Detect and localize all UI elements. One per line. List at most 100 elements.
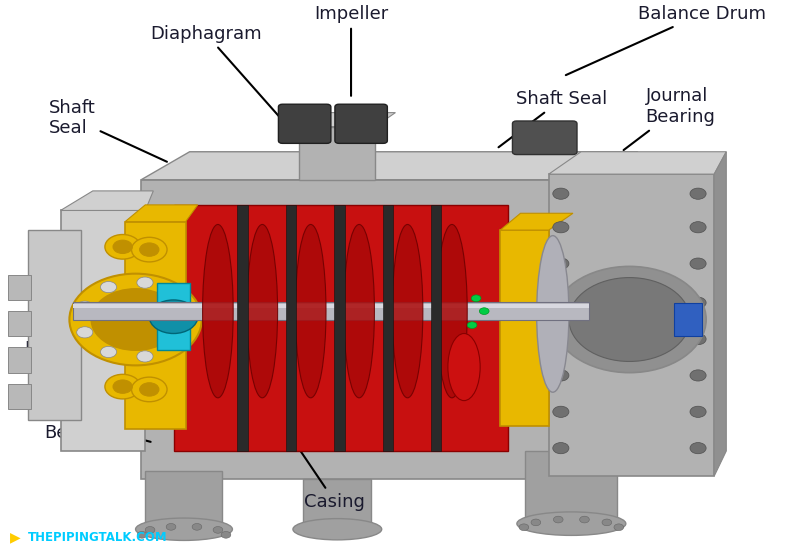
- Circle shape: [569, 278, 690, 361]
- Ellipse shape: [516, 512, 625, 535]
- Polygon shape: [589, 152, 638, 479]
- Text: Balance Drum: Balance Drum: [566, 5, 766, 75]
- Polygon shape: [549, 152, 726, 174]
- FancyBboxPatch shape: [61, 211, 145, 451]
- FancyBboxPatch shape: [28, 230, 81, 420]
- Circle shape: [137, 277, 153, 288]
- Circle shape: [479, 308, 489, 315]
- Text: ▶: ▶: [10, 530, 20, 544]
- Polygon shape: [125, 205, 198, 222]
- Circle shape: [690, 370, 706, 381]
- FancyBboxPatch shape: [157, 283, 190, 351]
- Ellipse shape: [247, 225, 278, 398]
- FancyBboxPatch shape: [278, 104, 331, 143]
- Circle shape: [602, 519, 612, 526]
- FancyBboxPatch shape: [303, 479, 371, 529]
- Circle shape: [690, 442, 706, 454]
- Circle shape: [471, 295, 481, 302]
- FancyBboxPatch shape: [8, 275, 31, 300]
- Text: Casing: Casing: [300, 450, 366, 511]
- FancyBboxPatch shape: [73, 302, 589, 320]
- Circle shape: [113, 240, 132, 254]
- FancyBboxPatch shape: [299, 127, 375, 180]
- Circle shape: [137, 351, 153, 362]
- Ellipse shape: [203, 225, 233, 398]
- Circle shape: [531, 519, 541, 526]
- FancyBboxPatch shape: [174, 205, 508, 451]
- FancyBboxPatch shape: [125, 222, 186, 428]
- FancyBboxPatch shape: [141, 180, 589, 479]
- Circle shape: [553, 442, 569, 454]
- Circle shape: [69, 274, 202, 365]
- Circle shape: [519, 524, 529, 530]
- Circle shape: [169, 290, 185, 301]
- Ellipse shape: [293, 519, 382, 540]
- Circle shape: [553, 267, 706, 372]
- Circle shape: [140, 243, 159, 256]
- Bar: [334, 205, 345, 451]
- Polygon shape: [141, 152, 638, 180]
- Circle shape: [182, 314, 198, 325]
- FancyBboxPatch shape: [145, 470, 222, 529]
- Circle shape: [149, 300, 198, 334]
- FancyBboxPatch shape: [73, 304, 589, 309]
- Bar: [286, 205, 296, 451]
- Ellipse shape: [392, 225, 423, 398]
- Circle shape: [553, 406, 569, 417]
- Circle shape: [137, 531, 147, 538]
- Circle shape: [113, 380, 132, 393]
- Circle shape: [192, 524, 202, 530]
- Text: Diaphagram: Diaphagram: [150, 25, 289, 127]
- FancyBboxPatch shape: [525, 451, 617, 524]
- Circle shape: [145, 526, 155, 533]
- Circle shape: [169, 338, 185, 349]
- Circle shape: [105, 374, 140, 399]
- Text: Impeller: Impeller: [314, 5, 388, 96]
- Circle shape: [221, 531, 231, 538]
- FancyBboxPatch shape: [549, 174, 714, 476]
- Circle shape: [690, 297, 706, 309]
- Polygon shape: [714, 152, 726, 476]
- Circle shape: [554, 516, 563, 523]
- Circle shape: [132, 237, 167, 262]
- Bar: [383, 205, 393, 451]
- Ellipse shape: [448, 334, 480, 400]
- Circle shape: [553, 222, 569, 233]
- Circle shape: [690, 222, 706, 233]
- Polygon shape: [500, 213, 573, 230]
- Circle shape: [467, 322, 477, 329]
- Polygon shape: [61, 191, 153, 211]
- Circle shape: [690, 406, 706, 417]
- Text: Shaft
Seal: Shaft Seal: [48, 99, 167, 162]
- FancyBboxPatch shape: [8, 384, 31, 409]
- Circle shape: [213, 526, 223, 533]
- FancyBboxPatch shape: [8, 311, 31, 337]
- Circle shape: [77, 301, 93, 312]
- FancyBboxPatch shape: [674, 303, 702, 337]
- Circle shape: [166, 524, 176, 530]
- Text: Shaft Seal: Shaft Seal: [499, 90, 608, 147]
- Circle shape: [140, 382, 159, 396]
- Circle shape: [553, 370, 569, 381]
- Circle shape: [132, 377, 167, 402]
- FancyBboxPatch shape: [512, 121, 577, 155]
- Circle shape: [690, 334, 706, 345]
- Text: Journal
Bearing: Journal Bearing: [624, 87, 716, 150]
- Circle shape: [690, 188, 706, 199]
- Ellipse shape: [295, 225, 326, 398]
- Text: THEPIPINGTALK.COM: THEPIPINGTALK.COM: [28, 531, 168, 544]
- Text: Journal
Bearing: Journal Bearing: [44, 403, 151, 442]
- Circle shape: [579, 516, 589, 523]
- Bar: [431, 205, 441, 451]
- Circle shape: [553, 334, 569, 345]
- Polygon shape: [299, 113, 395, 127]
- Ellipse shape: [136, 518, 232, 540]
- Circle shape: [553, 258, 569, 269]
- Circle shape: [77, 326, 93, 338]
- Circle shape: [100, 282, 116, 293]
- Ellipse shape: [437, 225, 467, 398]
- FancyBboxPatch shape: [500, 230, 549, 426]
- FancyBboxPatch shape: [8, 348, 31, 372]
- Text: Coupling
rotor: Coupling rotor: [587, 174, 725, 213]
- Circle shape: [614, 524, 624, 530]
